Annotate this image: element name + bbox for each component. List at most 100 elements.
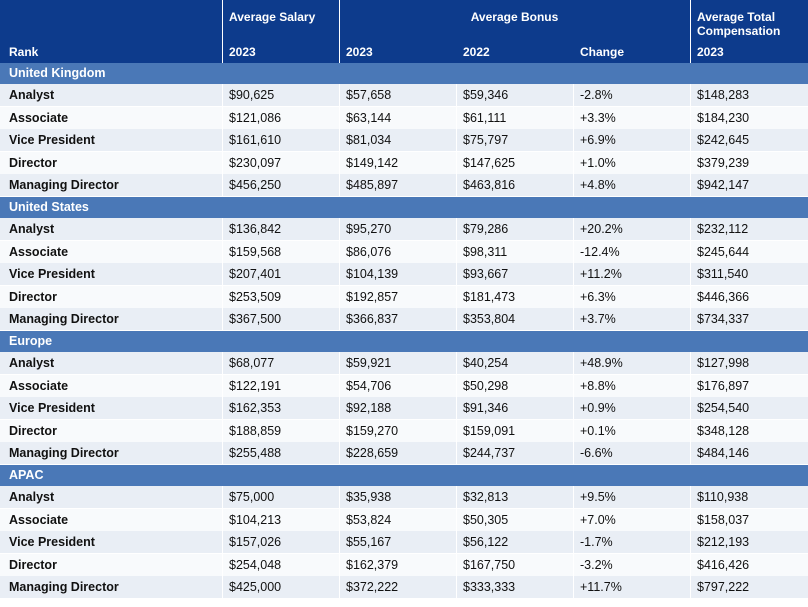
bonus-2022-cell: $50,298 xyxy=(463,378,509,393)
rank-cell: Associate xyxy=(9,244,69,259)
table-row: Analyst $136,842 $95,270 $79,286 +20.2% $232,… xyxy=(0,218,808,240)
salary-2023-cell: $254,048 xyxy=(229,557,282,572)
rank-cell: Analyst xyxy=(9,356,55,370)
column-divider xyxy=(456,442,457,465)
column-divider xyxy=(690,218,691,240)
bonus-2023-header: 2023 xyxy=(346,45,373,59)
table-row: Director $230,097 $149,142 $147,625 +1.0% $37… xyxy=(0,151,808,174)
column-divider xyxy=(222,218,223,240)
column-divider xyxy=(339,397,340,420)
salary-2023-cell: $253,509 xyxy=(229,289,282,304)
region-header: Europe xyxy=(0,331,808,352)
table-row: Analyst $90,625 $57,658 $59,346 -2.8% $148,28… xyxy=(0,84,808,106)
column-divider xyxy=(456,374,457,397)
region-header: APAC xyxy=(0,465,808,486)
table-row: Vice President $157,026 $55,167 $56,122 -1.7… xyxy=(0,531,808,554)
bonus-2022-cell: $56,122 xyxy=(463,535,509,550)
column-divider xyxy=(456,553,457,576)
change-cell: -3.2% xyxy=(580,557,613,572)
column-divider xyxy=(690,576,691,599)
change-cell: -2.8% xyxy=(580,88,613,102)
column-divider xyxy=(456,531,457,554)
table-row: Director $188,859 $159,270 $159,091 +0.1% $34… xyxy=(0,419,808,442)
column-divider xyxy=(690,352,691,374)
column-divider xyxy=(573,352,574,374)
column-divider xyxy=(456,151,457,174)
column-divider xyxy=(339,531,340,554)
salary-2023-cell: $425,000 xyxy=(229,580,282,595)
total-2023-cell: $446,366 xyxy=(697,289,750,304)
column-divider xyxy=(339,374,340,397)
salary-2023-cell: $104,213 xyxy=(229,512,282,527)
column-divider xyxy=(456,576,457,599)
column-divider xyxy=(573,106,574,129)
region-header: United Kingdom xyxy=(0,63,808,84)
column-divider xyxy=(456,218,457,240)
bonus-2023-cell: $149,142 xyxy=(346,155,399,170)
total-2023-cell: $212,193 xyxy=(697,535,750,550)
salary-2023-cell: $159,568 xyxy=(229,244,282,259)
column-divider xyxy=(690,263,691,286)
rank-cell: Managing Director xyxy=(9,178,119,193)
total-2023-cell: $348,128 xyxy=(697,423,750,438)
bonus-2022-cell: $40,254 xyxy=(463,356,509,370)
column-divider xyxy=(690,151,691,174)
column-divider xyxy=(222,129,223,152)
rank-cell: Director xyxy=(9,289,57,304)
total-2023-cell: $379,239 xyxy=(697,155,750,170)
change-cell: +7.0% xyxy=(580,512,616,527)
header-divider xyxy=(690,0,691,63)
rank-cell: Associate xyxy=(9,110,69,125)
bonus-2023-cell: $55,167 xyxy=(346,535,392,550)
rank-cell: Managing Director xyxy=(9,446,119,461)
column-divider xyxy=(690,397,691,420)
column-divider xyxy=(222,106,223,129)
column-divider xyxy=(690,508,691,531)
column-divider xyxy=(222,151,223,174)
change-cell: +1.0% xyxy=(580,155,616,170)
column-divider xyxy=(222,576,223,599)
column-divider xyxy=(456,106,457,129)
bonus-2022-cell: $244,737 xyxy=(463,446,516,461)
column-divider xyxy=(222,174,223,197)
bonus-2023-cell: $159,270 xyxy=(346,423,399,438)
bonus-2023-cell: $92,188 xyxy=(346,401,392,416)
bonus-2023-cell: $81,034 xyxy=(346,133,392,148)
rank-cell: Director xyxy=(9,155,57,170)
change-cell: +3.7% xyxy=(580,312,616,327)
change-cell: +8.8% xyxy=(580,378,616,393)
table-row: Associate $122,191 $54,706 $50,298 +8.8% $176… xyxy=(0,374,808,397)
table-row: Associate $121,086 $63,144 $61,111 +3.3% $184… xyxy=(0,106,808,129)
column-divider xyxy=(339,218,340,240)
salary-2023-cell: $188,859 xyxy=(229,423,282,438)
bonus-2023-cell: $95,270 xyxy=(346,222,392,236)
column-divider xyxy=(690,84,691,106)
total-2023-cell: $245,644 xyxy=(697,244,750,259)
column-divider xyxy=(339,106,340,129)
column-divider xyxy=(690,531,691,554)
column-divider xyxy=(690,442,691,465)
table-row: Vice President $162,353 $92,188 $91,346 +0.9… xyxy=(0,397,808,420)
column-divider xyxy=(222,263,223,286)
rank-cell: Vice President xyxy=(9,535,95,550)
column-divider xyxy=(690,374,691,397)
column-divider xyxy=(573,419,574,442)
bonus-2023-cell: $57,658 xyxy=(346,88,392,102)
column-divider xyxy=(573,576,574,599)
salary-2023-cell: $122,191 xyxy=(229,378,282,393)
column-divider xyxy=(222,285,223,308)
column-divider xyxy=(690,553,691,576)
bonus-2022-cell: $91,346 xyxy=(463,401,509,416)
column-divider xyxy=(573,486,574,508)
column-divider xyxy=(222,308,223,331)
rank-cell: Analyst xyxy=(9,490,55,504)
bonus-2023-cell: $192,857 xyxy=(346,289,399,304)
table-row: Managing Director $425,000 $372,222 $333,33… xyxy=(0,576,808,599)
column-divider xyxy=(573,218,574,240)
column-divider xyxy=(339,486,340,508)
column-divider xyxy=(573,374,574,397)
column-divider xyxy=(573,508,574,531)
bonus-2023-cell: $228,659 xyxy=(346,446,399,461)
bonus-2022-cell: $50,305 xyxy=(463,512,509,527)
column-divider xyxy=(339,129,340,152)
